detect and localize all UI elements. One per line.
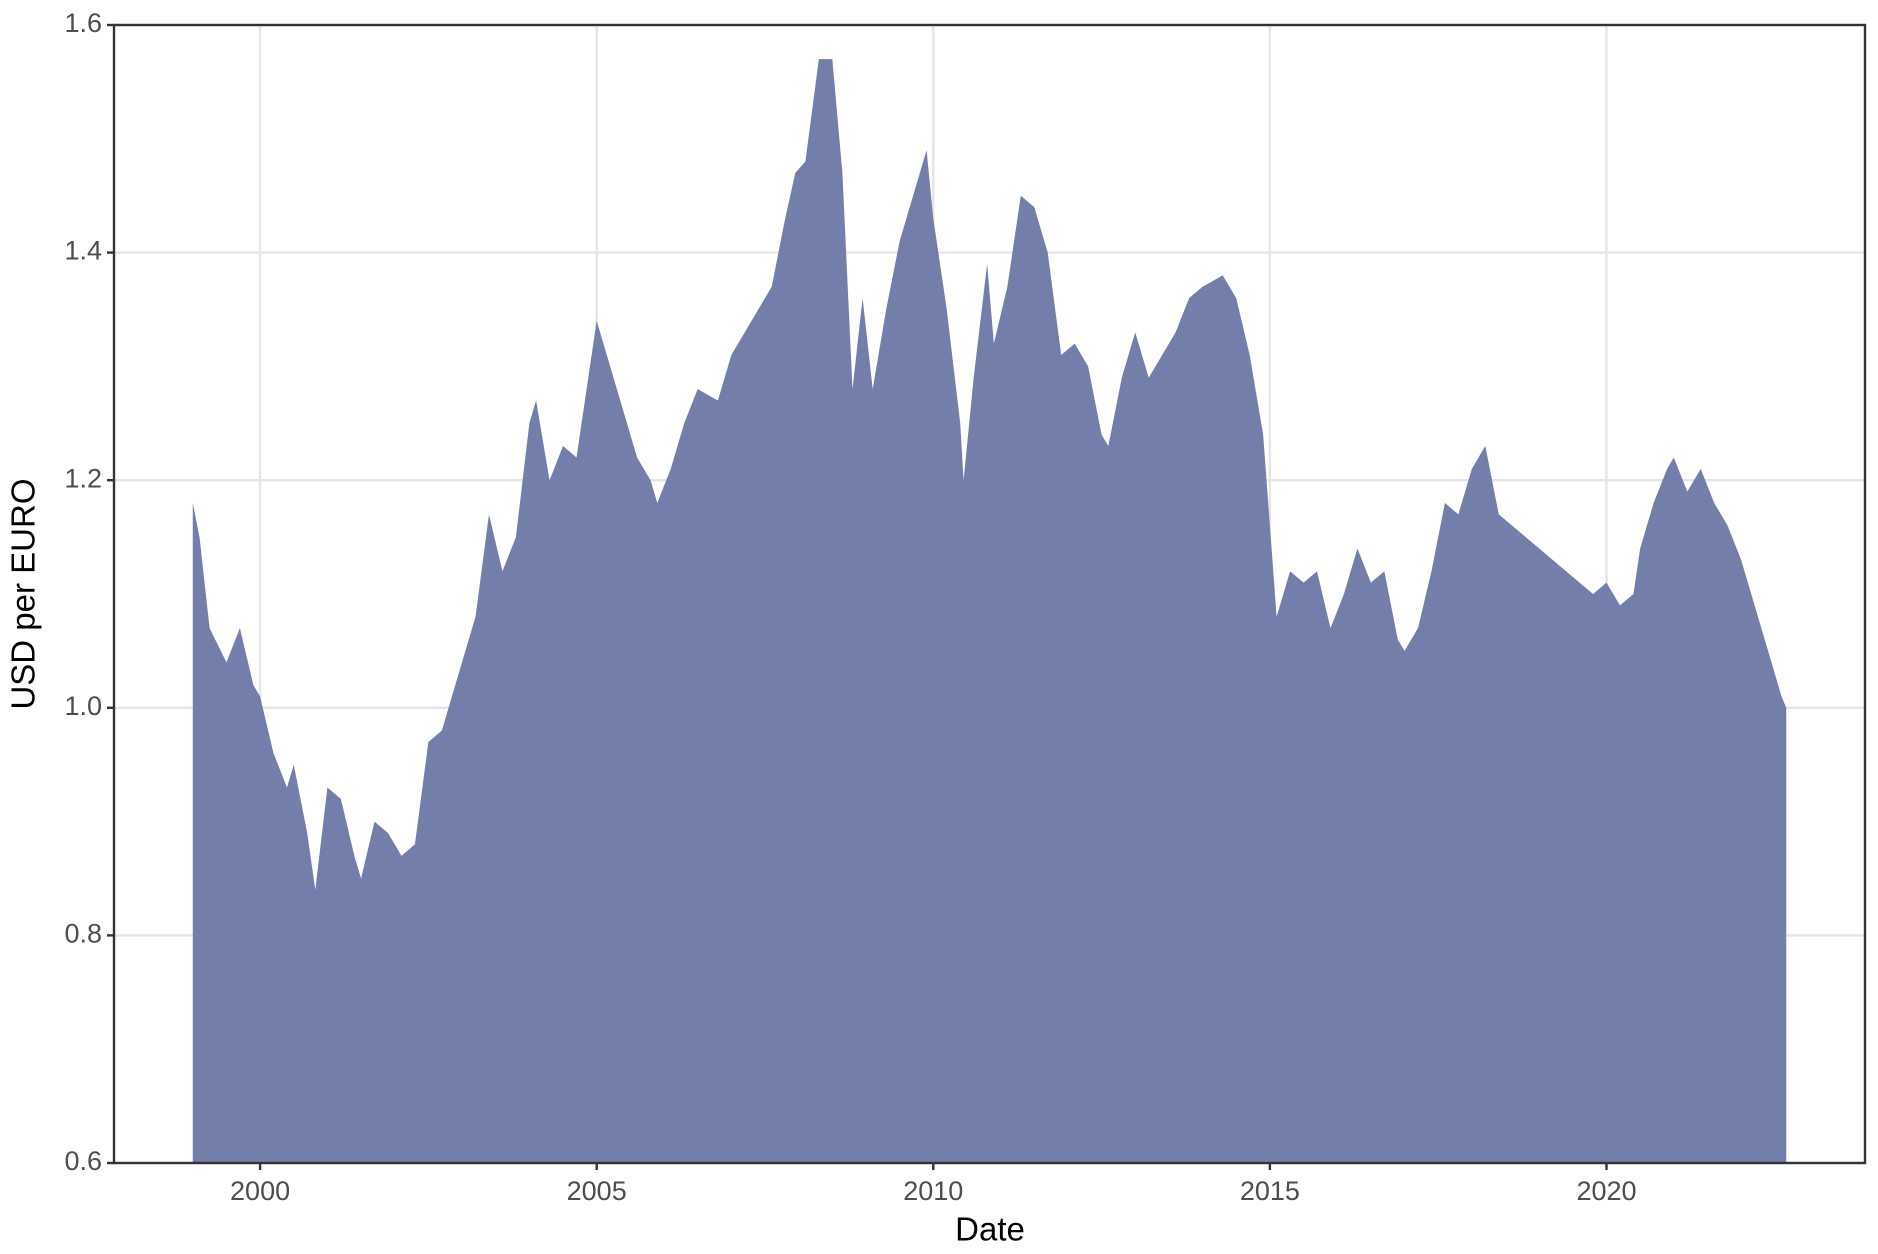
y-tick-label: 1.6 [64, 8, 102, 38]
x-tick-label: 2005 [567, 1176, 627, 1206]
y-axis-title: USD per EURO [5, 478, 42, 709]
x-tick-label: 2000 [230, 1176, 290, 1206]
x-axis-title: Date [955, 1211, 1025, 1248]
y-tick-label: 0.8 [64, 919, 102, 949]
y-tick-label: 1.2 [64, 463, 102, 493]
plot-border [112, 23, 1867, 1165]
x-tick-label: 2015 [1240, 1176, 1300, 1206]
x-tick-label: 2010 [903, 1176, 963, 1206]
x-tick-label: 2020 [1576, 1176, 1636, 1206]
y-tick-label: 1.0 [64, 691, 102, 721]
area [192, 59, 1787, 1163]
y-tick-label: 1.4 [64, 236, 102, 266]
y-tick-label: 0.6 [64, 1146, 102, 1176]
